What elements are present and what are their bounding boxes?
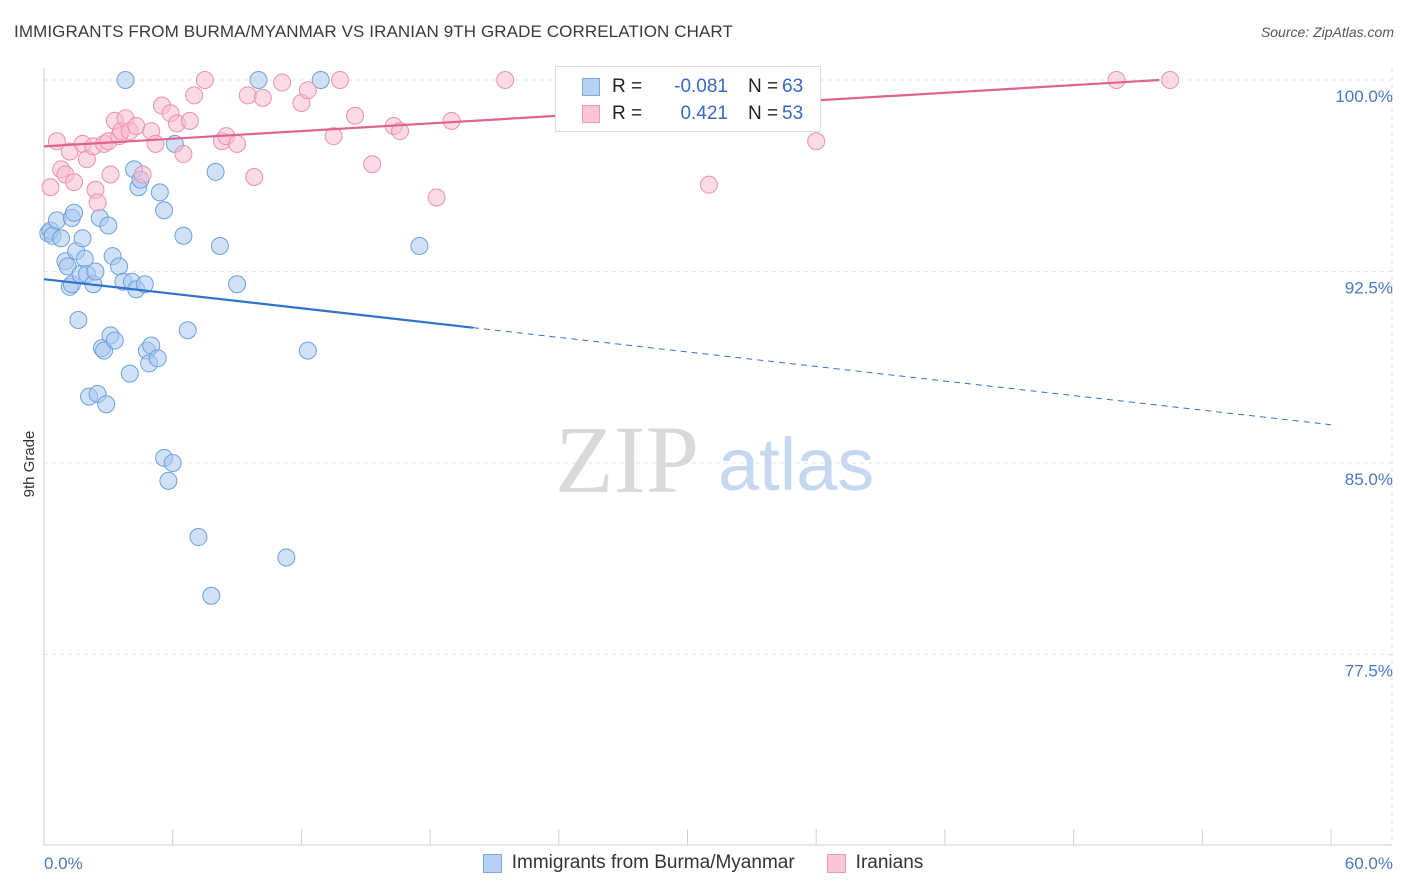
iranians-point — [185, 86, 204, 105]
burma-point — [206, 162, 225, 181]
legend-swatch-pink — [826, 853, 846, 873]
legend-n-label: N = — [748, 76, 779, 97]
correlation-legend: R = -0.081 N = 63 R = 0.421 N = 53 — [555, 66, 821, 132]
iranians-point — [346, 106, 365, 125]
legend-item-iranians: Iranians — [826, 852, 924, 874]
legend-row-burma: R = -0.081 N = 63 — [582, 74, 803, 100]
series-iranians-points — [41, 71, 1180, 212]
burma-point — [105, 331, 124, 350]
y-tick-label: 92.5% — [1345, 279, 1393, 298]
burma-point — [155, 201, 174, 220]
burma-point — [410, 236, 429, 255]
iranians-point — [101, 165, 120, 184]
iranians-point — [496, 71, 515, 89]
iranians-point — [180, 111, 199, 130]
x-tick-label: 0.0% — [44, 854, 83, 873]
series-legend: Immigrants from Burma/Myanmar Iranians — [0, 852, 1406, 874]
axes — [43, 68, 1392, 846]
legend-label-burma: Immigrants from Burma/Myanmar — [511, 852, 795, 873]
burma-point — [69, 311, 88, 330]
legend-n-label: N = — [748, 103, 779, 124]
burma-point — [298, 341, 317, 360]
burma-point — [174, 226, 193, 245]
burma-point — [202, 586, 221, 605]
iranians-point — [331, 71, 350, 89]
y-tick-label: 85.0% — [1345, 470, 1393, 489]
burma-point — [73, 229, 92, 248]
iranians-point — [65, 173, 84, 192]
legend-n-value: 53 — [782, 103, 804, 124]
watermark-zip: ZIP — [555, 406, 699, 513]
iranians-point — [807, 132, 826, 151]
burma-point — [52, 229, 71, 248]
watermark: ZIP atlas — [555, 406, 874, 513]
iranians-point — [133, 165, 152, 184]
legend-swatch-blue — [482, 853, 502, 873]
iranians-point — [195, 71, 214, 89]
burma-point — [99, 216, 118, 235]
iranians-point — [228, 134, 247, 153]
y-axis-label: 9th Grade — [21, 431, 38, 498]
burma-point — [148, 349, 167, 368]
burma-point — [249, 71, 268, 89]
iranians-point — [1161, 71, 1180, 89]
burma-point — [97, 395, 116, 414]
legend-row-iranians: R = 0.421 N = 53 — [582, 101, 803, 127]
source-label: Source: ZipAtlas.com — [1260, 24, 1394, 40]
burma-point — [228, 275, 247, 294]
legend-swatch-blue — [582, 78, 600, 96]
iranians-point — [238, 86, 257, 105]
iranians-point — [253, 88, 272, 107]
series-burma-points — [39, 71, 429, 605]
y-tick-label: 77.5% — [1345, 662, 1393, 681]
grid-lines — [44, 68, 1393, 845]
legend-r-value: 0.421 — [680, 103, 728, 124]
burma-point — [86, 262, 105, 281]
iranians-point — [273, 73, 292, 92]
legend-r-label: R = — [612, 103, 643, 124]
burma-trend-line — [43, 278, 474, 329]
burma-point — [178, 321, 197, 340]
burma-point — [210, 236, 229, 255]
iranians-point — [41, 178, 60, 197]
x-tick-label: 60.0% — [1345, 854, 1393, 873]
burma-point — [159, 471, 178, 490]
y-tick-label: 100.0% — [1335, 87, 1393, 106]
iranians-point — [427, 188, 446, 207]
burma-point — [277, 548, 296, 567]
watermark-atlas: atlas — [718, 423, 874, 506]
tick-labels: 77.5% 85.0% 92.5% 100.0% 0.0% 60.0% — [44, 87, 1393, 873]
iranians-point — [146, 134, 165, 153]
burma-point — [65, 203, 84, 222]
iranians-point — [699, 175, 718, 194]
burma-point — [120, 364, 139, 383]
iranians-point — [174, 145, 193, 164]
iranians-point — [363, 155, 382, 174]
legend-label-iranians: Iranians — [855, 852, 924, 873]
burma-point — [163, 454, 182, 472]
burma-point — [311, 71, 330, 89]
legend-r-label: R = — [612, 76, 643, 97]
iranians-point — [88, 193, 107, 212]
burma-point — [110, 257, 129, 276]
legend-r-value: -0.081 — [674, 76, 728, 97]
burma-point — [116, 71, 135, 89]
legend-n-value: 63 — [782, 76, 804, 97]
iranians-point — [127, 116, 146, 135]
burma-point — [135, 275, 154, 294]
iranians-point — [298, 81, 317, 100]
burma-point — [47, 211, 66, 230]
iranians-point — [1107, 71, 1126, 89]
chart-title: IMMIGRANTS FROM BURMA/MYANMAR VS IRANIAN… — [14, 22, 733, 41]
legend-item-burma: Immigrants from Burma/Myanmar — [482, 852, 795, 874]
iranians-point — [324, 127, 343, 146]
legend-swatch-pink — [582, 105, 600, 123]
burma-point — [189, 528, 208, 547]
iranians-point — [245, 168, 264, 187]
burma-point — [150, 183, 169, 202]
burma-trend-extension — [472, 327, 1332, 426]
iranians-point — [391, 122, 410, 141]
